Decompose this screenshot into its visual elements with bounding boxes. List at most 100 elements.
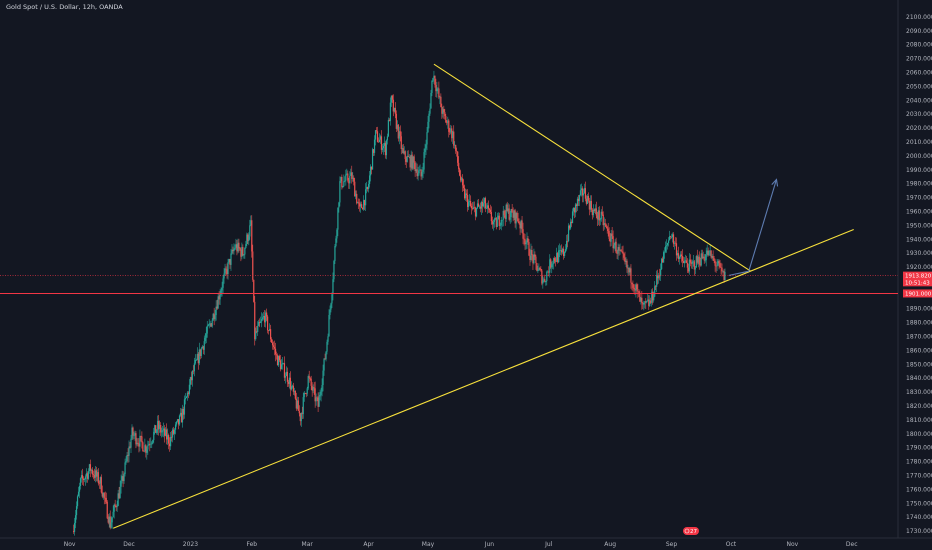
candle [405,156,407,168]
candle [223,267,225,284]
candle-body [692,261,694,262]
candle [277,355,280,367]
candle-body [459,169,461,176]
candle-body [147,445,149,450]
candle-body [605,224,607,227]
candle [320,387,322,402]
candle [463,179,465,192]
candle-body [646,300,648,303]
candle-body [364,199,366,206]
candle [285,366,288,377]
candle [278,354,281,363]
candle [617,243,619,260]
candle-body [560,250,562,251]
candle [95,466,97,482]
candle [353,175,355,186]
candle [312,384,314,394]
candle [336,228,338,243]
candle-body [249,225,251,237]
candle [165,427,167,437]
candle [145,443,147,458]
candle [132,426,134,441]
candle-body [670,236,673,238]
candle [206,320,208,338]
candle-body [625,260,627,263]
candle-body [684,260,686,262]
candle-body [423,152,425,170]
candle [635,283,637,298]
candle-body [143,451,145,452]
candle [444,108,446,120]
candle-body [496,219,498,227]
candle-body [518,221,520,224]
candle-body [469,200,472,207]
symbol-title[interactable]: Gold Spot / U.S. Dollar, 12h, OANDA [6,3,123,11]
candle-body [352,177,354,179]
candle-body [508,208,510,220]
candle [150,437,152,449]
candle [410,150,412,172]
candle [677,246,680,263]
candle [344,176,346,183]
candle-body [460,175,462,181]
candle-body [181,408,184,423]
candle [332,272,334,301]
candle-body [133,435,135,437]
candle-body [323,358,325,371]
candle [129,442,131,449]
x-tick-label: Oct [726,541,737,548]
candle-body [624,257,626,263]
candle [684,254,686,264]
candle [519,221,521,236]
candle-body [405,159,407,162]
candle-body [428,113,430,122]
candle-body [615,241,617,253]
candle [549,254,551,278]
candle [289,371,291,397]
candle-body [347,173,349,181]
candle-body [675,243,678,256]
candle [188,379,191,396]
candle [352,172,354,182]
candle-body [552,263,554,265]
candle [598,206,600,227]
candle-body [248,236,250,242]
candle [246,232,248,247]
candle-body [498,215,500,226]
candle-body [184,397,187,400]
candle-body [538,268,540,271]
candle-body [485,208,488,209]
candle-body [129,446,131,448]
candle-body [151,442,153,444]
candle [460,170,462,183]
candle-body [234,247,236,249]
y-tick-label: 1860.000 [906,347,932,354]
candle [545,280,547,286]
candle [371,147,374,170]
candle-body [502,210,504,220]
candle [618,244,620,256]
candle-body [436,88,438,92]
candle-body [673,242,676,244]
candle [517,212,519,224]
candle-body [108,516,110,523]
candle [173,428,176,441]
candle [551,261,553,274]
candle-body [240,249,242,257]
candle-body [629,268,631,273]
candle-body [316,397,318,399]
x-tick-label: Dec [123,541,135,548]
candle [654,281,656,298]
candle-body [254,301,256,340]
candle [712,250,714,261]
candle-body [617,247,619,254]
candle [589,195,591,213]
candle [118,486,120,500]
candle-body [146,449,148,453]
candle [219,288,221,306]
candle [511,204,513,213]
candle [222,275,224,294]
candle-body [430,92,432,109]
candle [175,420,178,427]
